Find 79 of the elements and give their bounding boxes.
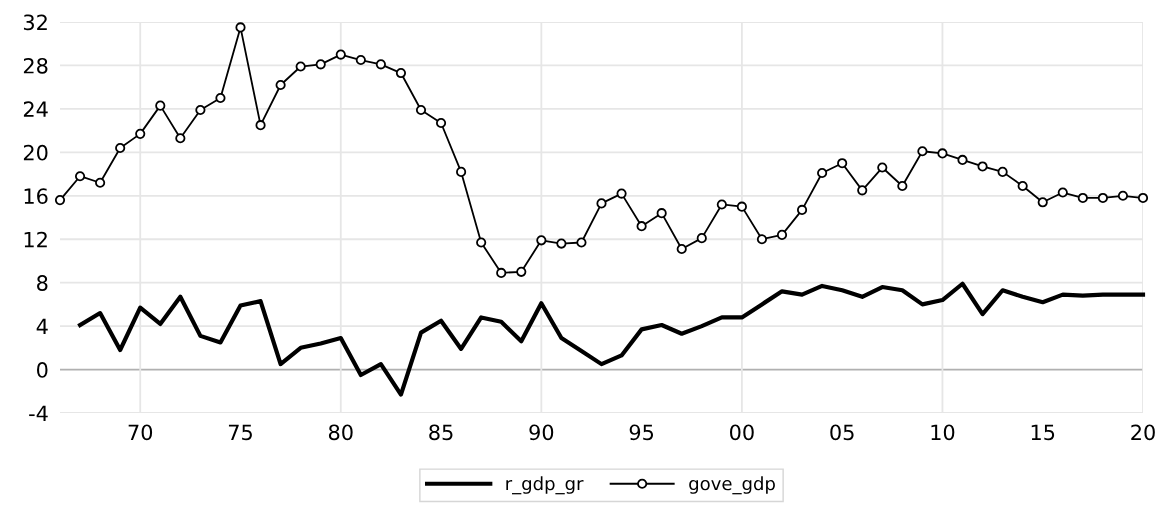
- y-tick-label: 4: [36, 318, 48, 335]
- point: [355, 54, 366, 66]
- point: [1117, 190, 1129, 201]
- point: [877, 162, 888, 173]
- point: [516, 266, 527, 277]
- y-tick-label: 12: [24, 231, 47, 248]
- point: [776, 229, 788, 240]
- y-tick-label: 16: [24, 188, 48, 204]
- point: [476, 237, 487, 248]
- point: [295, 61, 306, 72]
- x-tick-label: 10: [931, 424, 955, 441]
- point: [676, 243, 687, 255]
- point: [255, 120, 266, 131]
- x-tick-label: 15: [1031, 424, 1055, 441]
- point: [115, 142, 126, 154]
- point: [195, 104, 206, 116]
- point: [74, 171, 86, 182]
- point: [696, 233, 707, 244]
- point: [496, 267, 507, 278]
- point: [1057, 187, 1068, 198]
- point: [576, 237, 587, 248]
- point: [817, 167, 828, 179]
- point: [716, 199, 727, 210]
- point: [395, 67, 407, 79]
- point: [175, 133, 186, 144]
- point: [415, 104, 427, 116]
- point: [756, 234, 768, 245]
- point: [215, 92, 226, 104]
- point: [857, 185, 868, 196]
- point: [135, 128, 146, 139]
- point: [917, 146, 928, 157]
- point: [796, 204, 808, 215]
- point: [997, 166, 1008, 177]
- point: [937, 148, 948, 159]
- point: [1137, 192, 1149, 204]
- point: [596, 198, 607, 209]
- y-tick-label: -4: [29, 405, 48, 421]
- x-tick-label: 80: [328, 424, 353, 441]
- x-tick-label: 05: [830, 424, 854, 441]
- point: [616, 188, 627, 199]
- point: [54, 195, 66, 206]
- point: [155, 100, 166, 111]
- y-tick-label: 8: [37, 275, 48, 291]
- point: [736, 201, 747, 212]
- point: [456, 166, 467, 177]
- x-tick-label: 75: [228, 424, 252, 441]
- point: [977, 161, 988, 172]
- legend-label: gove_gdp: [689, 476, 775, 495]
- x-tick-label: 95: [629, 424, 654, 441]
- point: [837, 158, 848, 169]
- point: [1097, 192, 1108, 204]
- y-tick-label: 0: [37, 362, 48, 378]
- point: [897, 180, 908, 192]
- line-series: [77, 281, 1146, 397]
- point: [636, 221, 647, 232]
- point: [435, 117, 447, 129]
- y-tick-label: 32: [23, 14, 47, 31]
- point: [1037, 197, 1048, 208]
- x-tick-label: 90: [529, 424, 554, 441]
- point: [275, 79, 286, 91]
- x-tick-label: 85: [429, 424, 453, 441]
- point: [556, 238, 567, 249]
- point: [335, 49, 346, 60]
- point: [95, 177, 106, 188]
- point: [536, 235, 547, 246]
- y-tick-label: 20: [23, 144, 48, 161]
- x-tick-label: 00: [730, 424, 754, 441]
- point: [1077, 192, 1088, 204]
- x-tick-label: 20: [1131, 424, 1155, 441]
- point: [957, 154, 968, 166]
- y-tick-label: 24: [23, 101, 48, 117]
- point: [1017, 180, 1028, 192]
- point: [315, 59, 326, 70]
- y-tick-label: 28: [23, 57, 48, 74]
- x-tick-label: 70: [128, 424, 153, 441]
- point: [656, 208, 667, 219]
- point: [235, 22, 246, 33]
- point: [375, 59, 386, 70]
- legend-label: r_gdp_gr: [506, 476, 584, 495]
